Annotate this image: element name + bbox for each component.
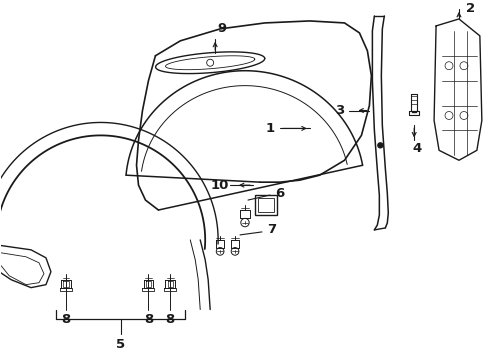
Text: 5: 5 bbox=[116, 338, 125, 351]
Text: 10: 10 bbox=[210, 179, 229, 192]
Bar bbox=[254, 195, 276, 215]
Text: 2: 2 bbox=[466, 3, 474, 15]
Circle shape bbox=[377, 143, 382, 148]
Text: 4: 4 bbox=[412, 142, 421, 155]
Text: 1: 1 bbox=[265, 122, 274, 135]
Text: 7: 7 bbox=[267, 224, 276, 237]
Text: 6: 6 bbox=[275, 186, 284, 199]
Text: 8: 8 bbox=[61, 313, 70, 326]
Text: 3: 3 bbox=[334, 104, 344, 117]
Text: 9: 9 bbox=[217, 22, 226, 35]
Text: 8: 8 bbox=[143, 313, 153, 326]
Text: 8: 8 bbox=[165, 313, 175, 326]
Bar bbox=[257, 198, 273, 212]
